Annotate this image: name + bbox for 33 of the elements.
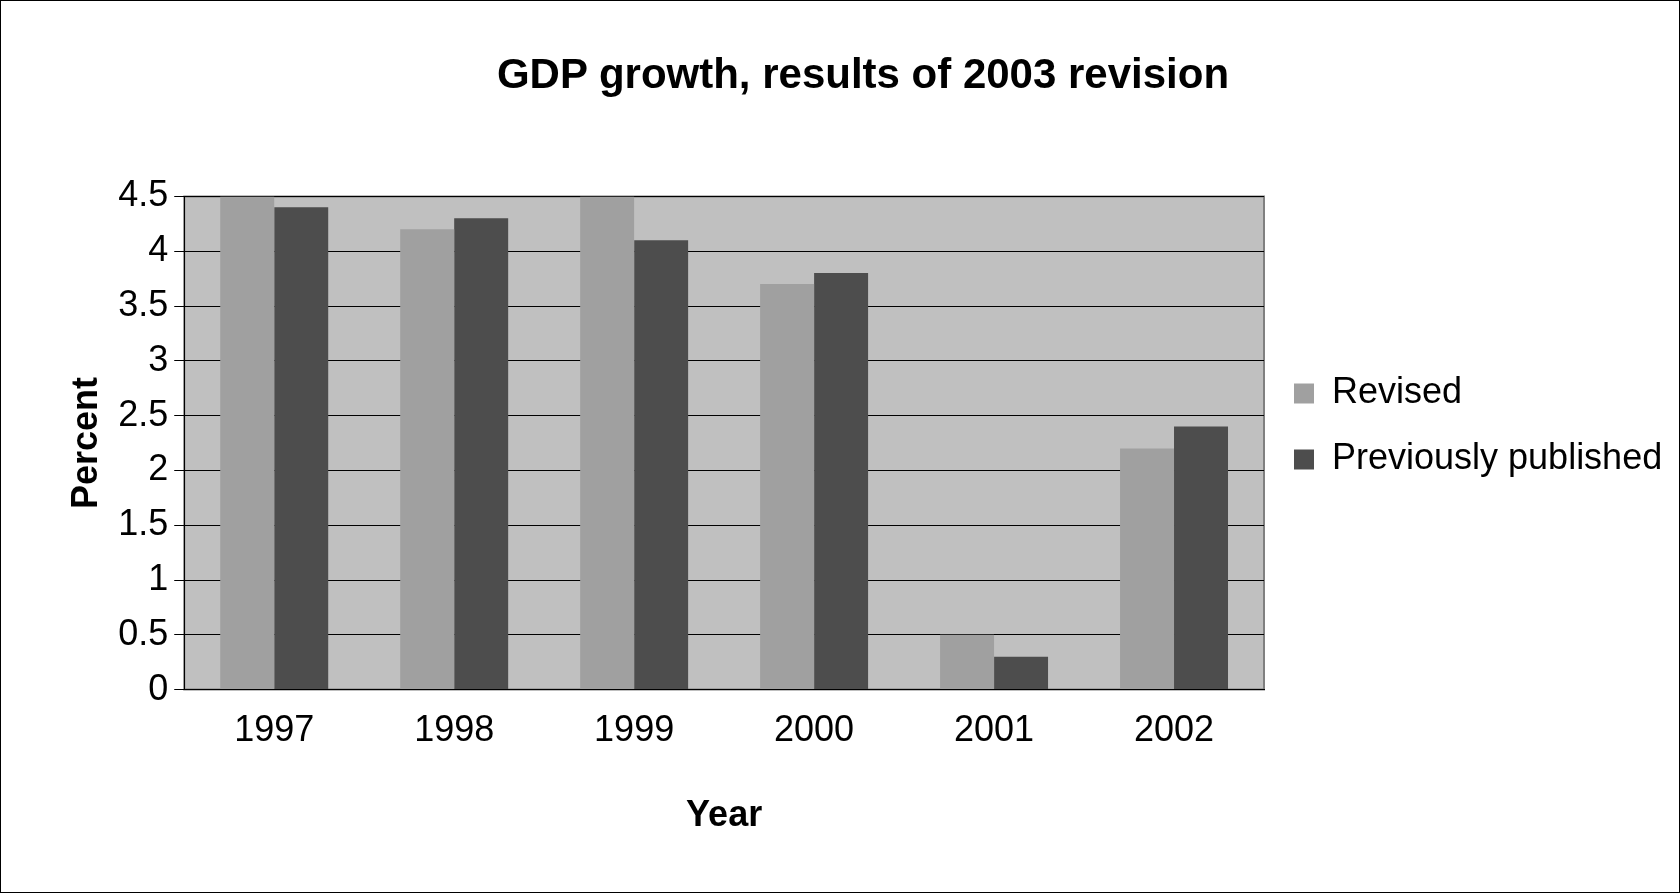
y-tick-label: 0 xyxy=(148,666,169,708)
y-tick-label: 4 xyxy=(148,228,169,270)
bar xyxy=(220,196,275,690)
x-tick-label: 2002 xyxy=(1133,708,1215,750)
y-tick-label: 4.5 xyxy=(118,173,169,215)
y-tick-label: 3.5 xyxy=(118,282,169,324)
legend-label: Previously published xyxy=(1332,436,1663,478)
y-tick-label: 1 xyxy=(148,556,169,598)
bar xyxy=(580,196,635,690)
x-tick-label: 2001 xyxy=(954,708,1035,750)
bar xyxy=(760,284,815,690)
y-tick-label: 3 xyxy=(148,337,169,379)
x-tick-label: 1998 xyxy=(414,708,495,750)
bar xyxy=(634,240,689,690)
y-tick-label: 2.5 xyxy=(118,392,169,434)
y-tick-label: 2 xyxy=(148,447,169,489)
y-axis-title: Percent xyxy=(63,376,105,510)
bar xyxy=(1120,448,1175,690)
chart-title: GDP growth, results of 2003 revision xyxy=(496,49,1230,97)
bar xyxy=(814,273,869,690)
bar xyxy=(454,218,509,690)
bar xyxy=(274,207,329,690)
bar xyxy=(940,634,995,690)
bar xyxy=(994,656,1049,690)
y-tick-label: 1.5 xyxy=(118,502,169,544)
x-axis-title: Year xyxy=(686,793,763,835)
legend-label: Revised xyxy=(1332,370,1463,412)
x-tick-label: 2000 xyxy=(774,708,855,750)
x-tick-label: 1997 xyxy=(234,708,315,750)
bar xyxy=(1174,426,1229,690)
bar xyxy=(400,229,455,690)
x-tick-label: 1999 xyxy=(594,708,675,750)
y-tick-label: 0.5 xyxy=(118,611,169,653)
